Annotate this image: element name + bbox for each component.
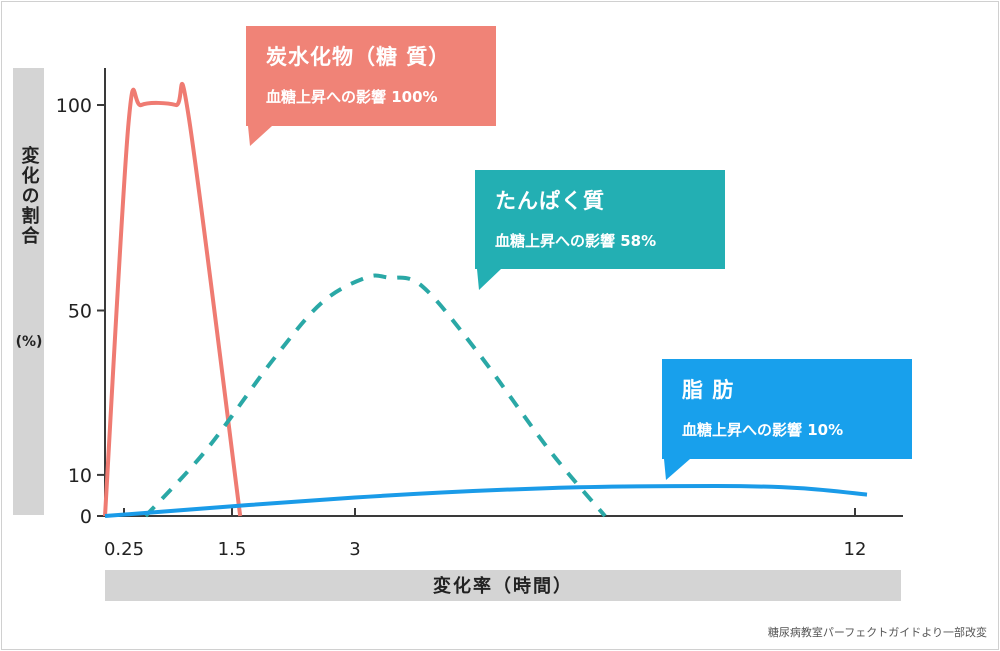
callout-pointer xyxy=(248,126,272,146)
callout-title: たんぱく質 xyxy=(495,189,605,213)
callout-impact: 血糖上昇への影響 10% xyxy=(682,421,843,439)
callout-box xyxy=(475,170,725,269)
source-credit: 糖尿病教室パーフェクトガイドより一部改変 xyxy=(768,625,987,639)
callout-title: 炭水化物（糖 質） xyxy=(266,45,450,69)
callout-pointer xyxy=(664,459,690,480)
carbohydrate-line xyxy=(103,82,243,517)
fat-line xyxy=(104,484,868,518)
x-axis-label: 変化率（時間） xyxy=(433,575,573,597)
x-axis-label-band xyxy=(105,570,901,601)
callout-impact: 血糖上昇への影響 100% xyxy=(266,88,438,106)
y-axis-unit: (%) xyxy=(16,334,43,350)
x-tick-label: 0.25 xyxy=(104,539,144,560)
y-axis-label-band xyxy=(13,68,44,515)
y-tick-label: 100 xyxy=(56,95,92,117)
callout-pointer xyxy=(477,269,501,290)
callout-title: 脂 肪 xyxy=(682,378,734,402)
x-tick-label: 12 xyxy=(844,539,867,560)
callout-box xyxy=(662,359,912,459)
x-tick-label: 3 xyxy=(349,539,360,560)
callout-impact: 血糖上昇への影響 58% xyxy=(495,232,656,250)
y-axis-label: 変化の割合 xyxy=(19,145,40,246)
y-tick-label: 0 xyxy=(80,506,92,528)
callout-box xyxy=(246,26,496,126)
y-tick-label: 50 xyxy=(68,301,92,323)
x-tick-label: 1.5 xyxy=(218,539,247,560)
protein-line xyxy=(144,273,607,518)
carbohydrate-callout: 炭水化物（糖 質） 血糖上昇への影響 100% xyxy=(246,26,496,146)
y-tick-label: 10 xyxy=(68,465,92,487)
